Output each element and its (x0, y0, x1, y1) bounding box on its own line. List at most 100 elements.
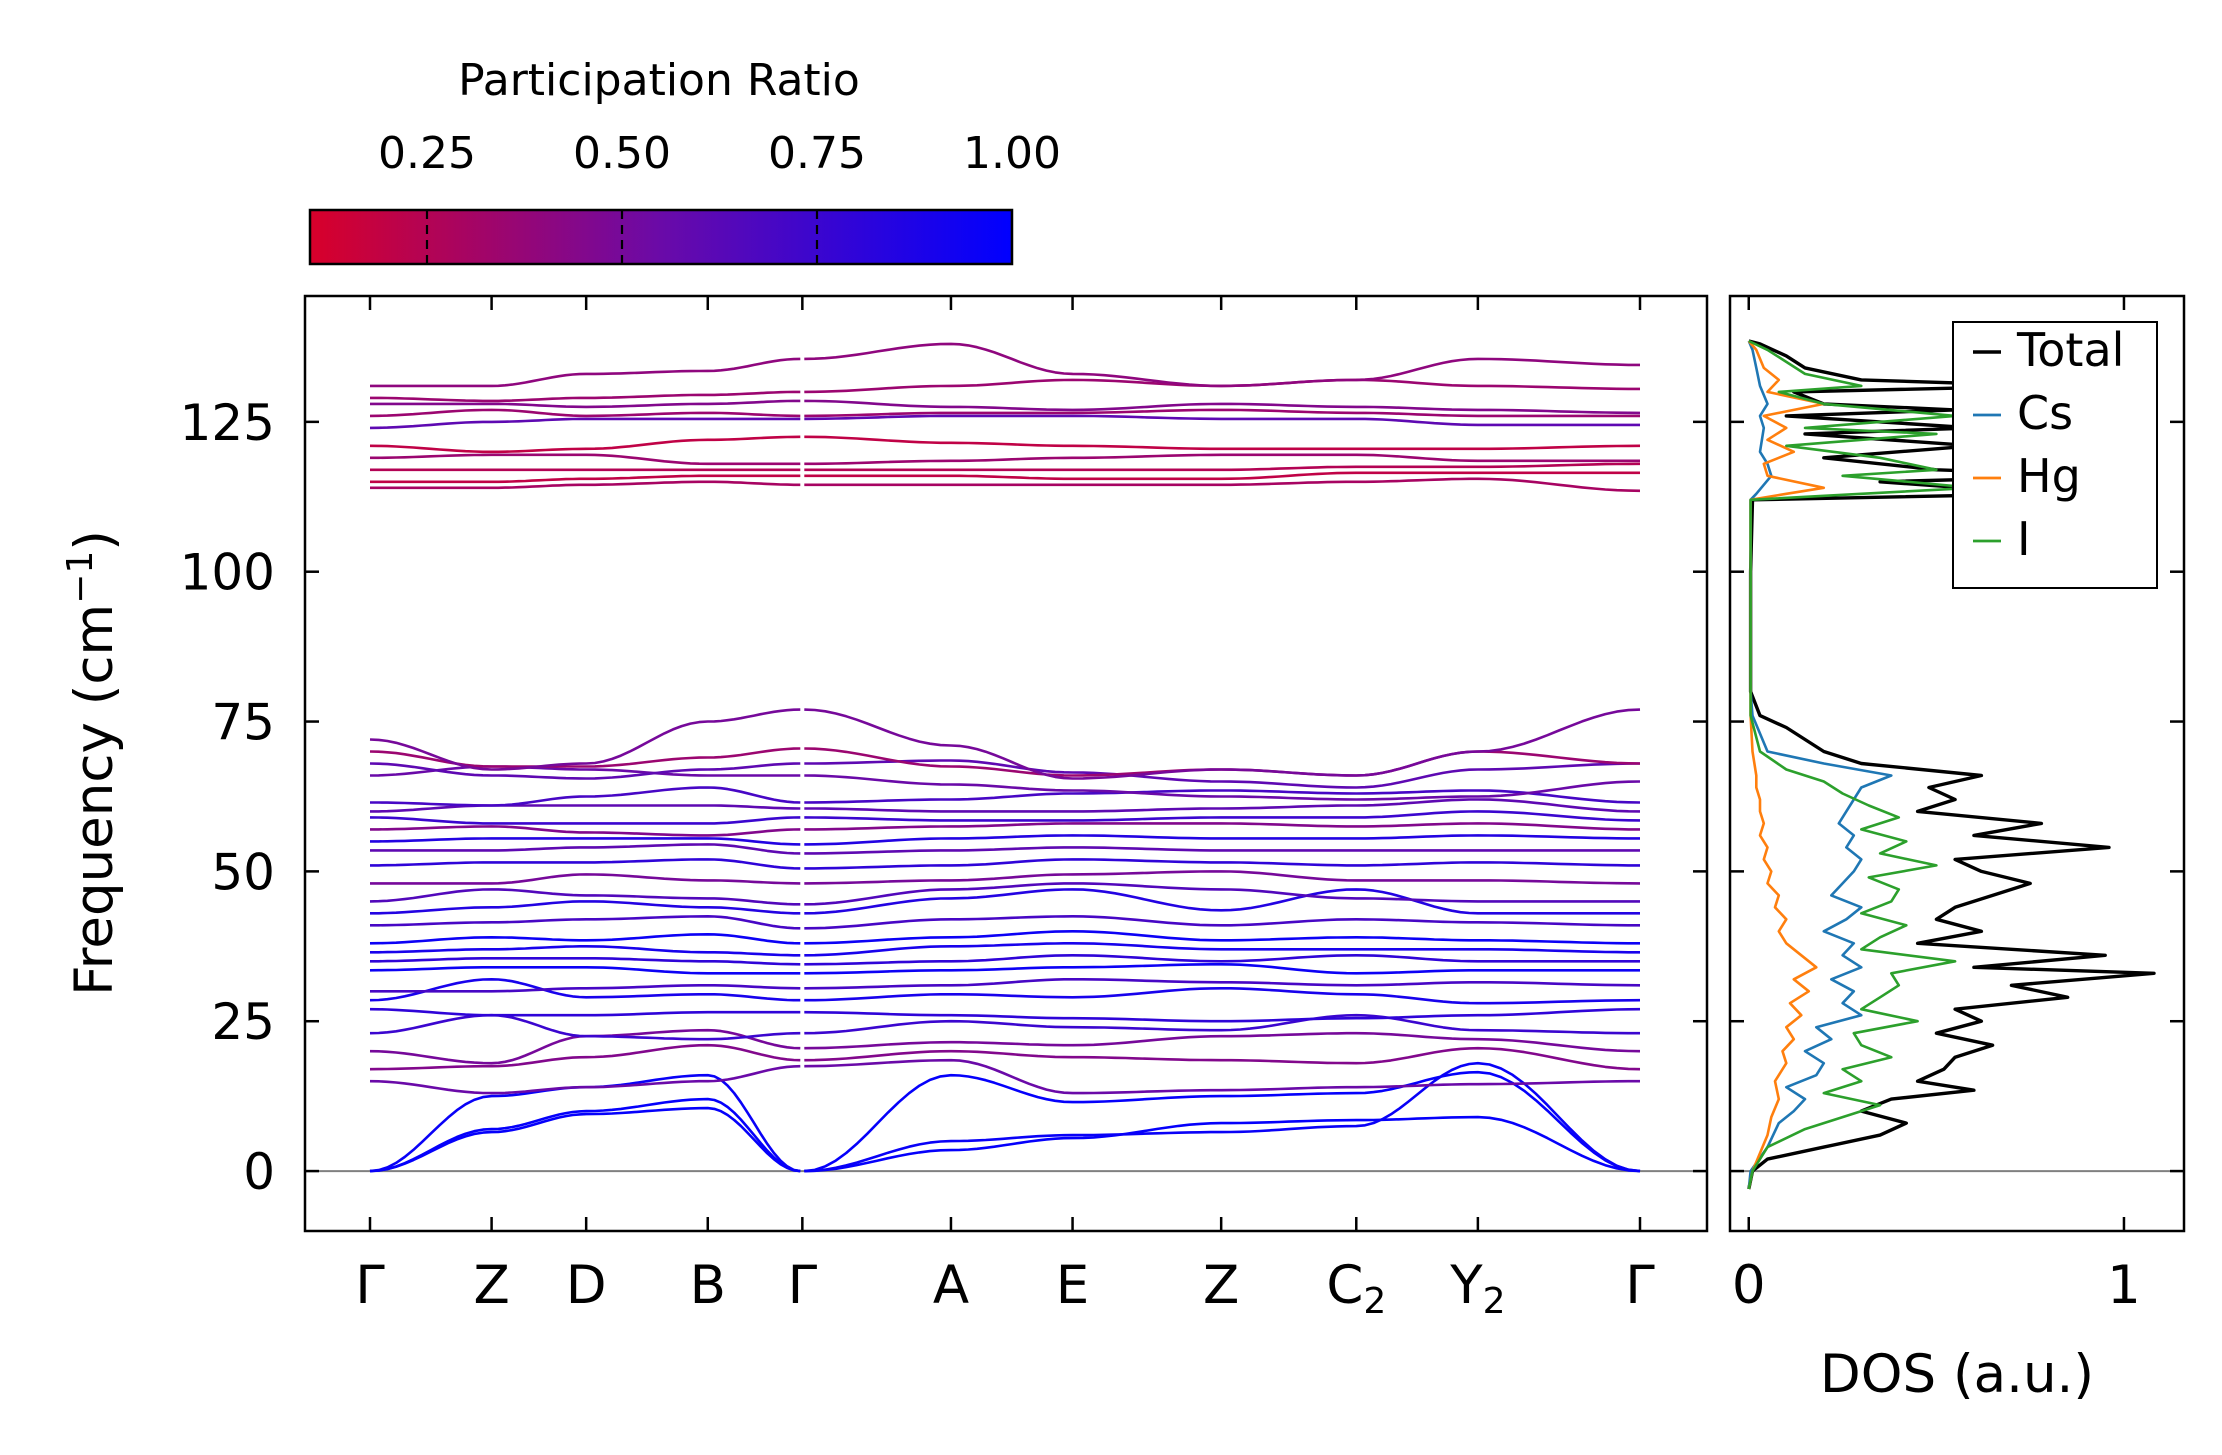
k-point-symbol: Γ (1625, 1255, 1655, 1316)
dos-series-cs (1747, 340, 1893, 1190)
colorbar-tick-label: 1.00 (963, 128, 1061, 179)
y-tick-label: 0 (243, 1143, 275, 1201)
dos-plot-frame (1728, 294, 2186, 1233)
colorbar-gradient (308, 208, 1014, 266)
band-branch (369, 1070, 1641, 1173)
band-branch (369, 765, 1641, 801)
legend-label-hg: Hg (2017, 449, 2081, 503)
band-branch (370, 453, 1640, 466)
band-branch (369, 1043, 1641, 1071)
k-path-ticks: Γ Z D B Γ A E Z C2 Y2 Γ (355, 296, 1655, 1322)
y-label-main: Frequency (cm (64, 604, 125, 996)
band-branch (370, 888, 1640, 915)
band-branch (369, 810, 1641, 825)
colorbar-tick-label: 0.75 (768, 128, 866, 179)
k-point-label: E (1056, 1255, 1090, 1316)
k-point-symbol: Γ (788, 1255, 818, 1316)
band-branch (370, 399, 1641, 415)
y-axis-label: Frequency (cm−1) (60, 530, 125, 996)
band-branch (370, 858, 1640, 870)
dos-x-tick-label: 1 (2107, 1255, 2141, 1316)
band-branch (370, 786, 1641, 807)
dos-series-hg (1747, 340, 1826, 1190)
band-branch (370, 942, 1640, 957)
band-branch (369, 978, 1641, 1005)
y-tick-label: 125 (180, 394, 275, 452)
band-branch (370, 822, 1640, 837)
band-branch (369, 1097, 1641, 1173)
band-branch (369, 408, 1640, 418)
y-axis-label-text: Frequency (cm−1) (60, 530, 125, 996)
k-point-subscript: 2 (1483, 1281, 1506, 1322)
k-point-symbol: A (933, 1255, 969, 1316)
y-label-superscript: −1 (60, 551, 101, 604)
y-axis-ticks: 0 25 50 75 100 125 (180, 394, 1707, 1201)
band-branch (369, 435, 1641, 454)
band-branch (370, 834, 1640, 846)
k-point-label: Y2 (1449, 1255, 1505, 1322)
k-point-label: Γ (788, 1255, 818, 1316)
k-point-symbol: Z (1203, 1255, 1239, 1316)
band-branch (370, 342, 1640, 388)
band-branch (370, 471, 1640, 484)
band-branch (370, 798, 1641, 813)
band-branch (369, 1013, 1640, 1041)
colorbar-tick-label: 0.25 (378, 128, 476, 179)
k-point-label: B (690, 1255, 726, 1316)
k-point-label: A (933, 1255, 969, 1316)
y-tick-label: 25 (211, 993, 275, 1051)
dos-x-tick-label: 0 (1732, 1255, 1766, 1316)
colorbar-tick-label: 0.50 (573, 128, 671, 179)
y-tick-label: 100 (180, 544, 275, 602)
band-branch (370, 870, 1641, 885)
band-branch (369, 759, 1641, 789)
band-branch (370, 462, 1641, 472)
band-branch (370, 477, 1641, 493)
k-point-symbol: D (566, 1255, 607, 1316)
legend-box (1952, 321, 2158, 589)
colorbar-ticks: 0.25 0.50 0.75 1.00 (378, 128, 1061, 264)
legend-label-i: I (2017, 512, 2031, 566)
legend: Total Cs Hg I (1952, 321, 2158, 589)
k-point-subscript: 2 (1363, 1281, 1386, 1322)
k-point-label: D (566, 1255, 607, 1316)
k-point-symbol: Z (473, 1255, 509, 1316)
band-branch (369, 930, 1640, 945)
band-branch (369, 414, 1640, 430)
k-point-label: C2 (1326, 1255, 1386, 1322)
band-branch (370, 978, 1641, 993)
y-tick-label: 75 (211, 694, 275, 752)
k-point-label: Z (473, 1255, 509, 1316)
legend-label-cs: Cs (2017, 386, 2073, 440)
legend-label-total: Total (2016, 323, 2124, 377)
band-branch (369, 882, 1640, 906)
dos-x-axis-label: DOS (a.u.) (1820, 1344, 2094, 1405)
band-branch (369, 1007, 1641, 1023)
k-point-symbol: B (690, 1255, 726, 1316)
colorbar: Participation Ratio 0.25 0.50 0.75 1.00 (308, 55, 1061, 266)
dos-y-ticks (1730, 420, 2184, 1173)
colorbar-title: Participation Ratio (458, 55, 860, 106)
band-branch (370, 954, 1640, 966)
k-point-label: Z (1203, 1255, 1239, 1316)
y-label-close: ) (64, 530, 125, 551)
band-branch (370, 378, 1640, 403)
band-branch (369, 1058, 1640, 1095)
band-branch (369, 708, 1641, 780)
k-point-symbol: E (1056, 1255, 1090, 1316)
band-plot-frame (303, 294, 1709, 1233)
band-lines (369, 342, 1641, 1173)
k-point-label: Γ (1625, 1255, 1655, 1316)
band-branch (369, 963, 1640, 975)
k-point-symbol: C (1326, 1255, 1363, 1316)
band-branch (370, 843, 1640, 855)
band-branch (370, 915, 1640, 930)
k-point-symbol: Γ (355, 1255, 385, 1316)
y-tick-label: 50 (211, 843, 275, 901)
k-point-symbol: Y (1449, 1255, 1483, 1316)
dos-series-i (1747, 339, 1976, 1190)
